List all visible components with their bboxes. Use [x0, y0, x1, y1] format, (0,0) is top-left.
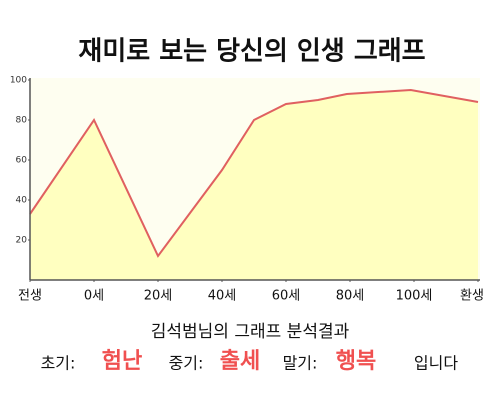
- x-tick-label: 20세: [144, 289, 173, 304]
- summary-label: 초기:: [41, 354, 76, 373]
- y-tick-label: 20: [16, 236, 28, 246]
- summary-value: 출세: [220, 349, 260, 374]
- summary-suffix: 입니다: [414, 354, 458, 373]
- x-tick-label: 40세: [208, 289, 237, 304]
- x-tick-label: 0세: [84, 289, 104, 304]
- area: [30, 90, 478, 280]
- y-tick-label: 60: [16, 156, 28, 166]
- summary-value: 행복: [336, 349, 376, 374]
- y-tick-label: 40: [16, 196, 28, 206]
- summary-value: 험난: [102, 348, 142, 374]
- x-tick-label: 80세: [336, 289, 365, 304]
- x-tick-label: 전생: [18, 289, 42, 304]
- x-tick-label: 60세: [272, 289, 301, 304]
- chart-title: 재미로 보는 당신의 인생 그래프: [78, 37, 425, 67]
- summary-label: 말기:: [283, 354, 318, 373]
- y-tick-label: 80: [16, 116, 28, 126]
- x-tick-label: 100세: [396, 289, 433, 304]
- summary-label: 중기:: [169, 354, 204, 373]
- y-tick-label: 100: [10, 76, 27, 86]
- summary-heading: 김석범님의 그래프 분석결과: [151, 322, 350, 342]
- x-tick-label: 환생: [460, 289, 484, 304]
- line: [29, 88, 479, 258]
